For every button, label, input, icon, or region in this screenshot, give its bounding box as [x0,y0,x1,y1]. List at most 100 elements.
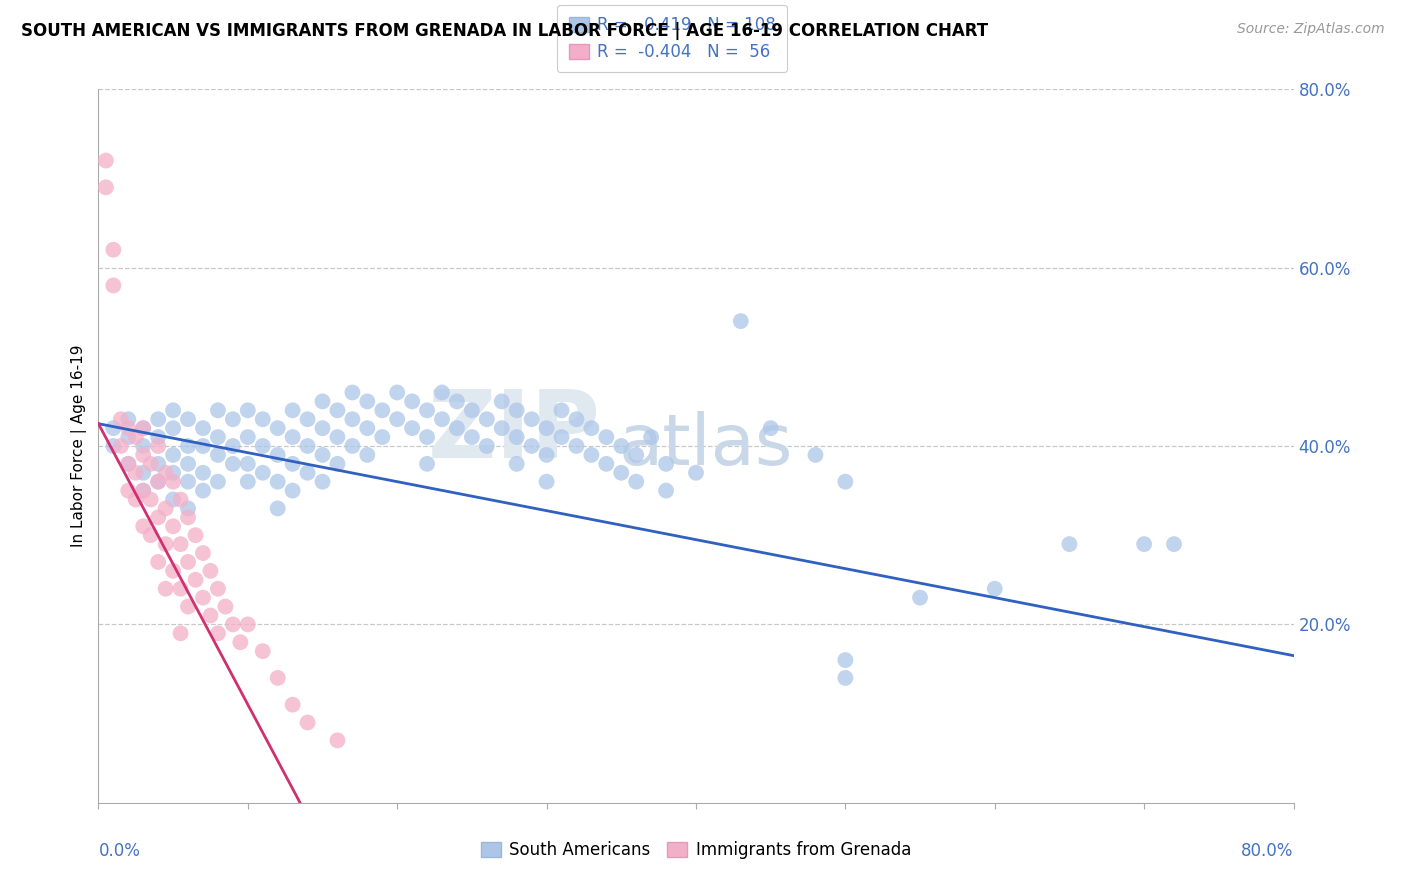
Point [148,555,170,569]
Point [685,466,707,480]
Point [281,457,304,471]
Point [297,412,319,426]
Point [139,492,162,507]
Point [326,733,349,747]
Point [581,448,603,462]
Point [177,510,200,524]
Point [177,555,200,569]
Point [461,403,484,417]
Point [207,403,229,417]
Point [125,430,148,444]
Point [446,421,468,435]
Point [401,421,423,435]
Point [311,475,333,489]
Point [117,412,139,426]
Point [297,439,319,453]
Point [184,528,207,542]
Point [177,457,200,471]
Point [132,519,155,533]
Text: 0.0%: 0.0% [98,842,141,860]
Y-axis label: In Labor Force | Age 16-19: In Labor Force | Age 16-19 [72,344,87,548]
Point [117,421,139,435]
Point [356,448,378,462]
Point [200,564,222,578]
Point [297,715,319,730]
Point [162,403,184,417]
Point [191,421,214,435]
Point [132,448,155,462]
Point [132,483,155,498]
Point [117,430,139,444]
Text: ZIP: ZIP [427,385,600,478]
Point [162,475,184,489]
Point [236,457,259,471]
Point [297,466,319,480]
Point [311,448,333,462]
Point [267,421,290,435]
Point [222,412,245,426]
Point [252,412,274,426]
Point [326,457,349,471]
Point [416,403,439,417]
Point [595,457,617,471]
Point [148,439,170,453]
Point [550,430,572,444]
Point [132,421,155,435]
Point [536,448,558,462]
Point [177,475,200,489]
Point [191,439,214,453]
Point [236,403,259,417]
Point [148,475,170,489]
Point [132,466,155,480]
Point [281,698,304,712]
Point [125,492,148,507]
Point [132,421,155,435]
Point [506,403,529,417]
Point [267,501,290,516]
Point [103,439,125,453]
Point [148,475,170,489]
Point [191,466,214,480]
Point [191,546,214,560]
Point [267,448,290,462]
Text: atlas: atlas [619,411,793,481]
Point [834,475,856,489]
Point [385,412,409,426]
Point [984,582,1007,596]
Point [177,599,200,614]
Point [342,412,364,426]
Point [430,412,453,426]
Point [139,457,162,471]
Point [162,519,184,533]
Point [236,430,259,444]
Point [356,421,378,435]
Point [626,475,648,489]
Point [804,448,827,462]
Point [200,608,222,623]
Point [191,591,214,605]
Point [491,421,513,435]
Text: Source: ZipAtlas.com: Source: ZipAtlas.com [1237,22,1385,37]
Point [94,153,117,168]
Point [148,412,170,426]
Point [759,421,782,435]
Point [491,394,513,409]
Point [169,492,191,507]
Text: 80.0%: 80.0% [1241,842,1294,860]
Point [385,385,409,400]
Point [162,466,184,480]
Point [610,466,633,480]
Point [626,448,648,462]
Point [132,439,155,453]
Point [326,430,349,444]
Point [148,457,170,471]
Point [207,475,229,489]
Point [267,475,290,489]
Point [252,466,274,480]
Point [207,582,229,596]
Point [550,403,572,417]
Point [155,501,177,516]
Point [117,457,139,471]
Point [536,475,558,489]
Point [222,457,245,471]
